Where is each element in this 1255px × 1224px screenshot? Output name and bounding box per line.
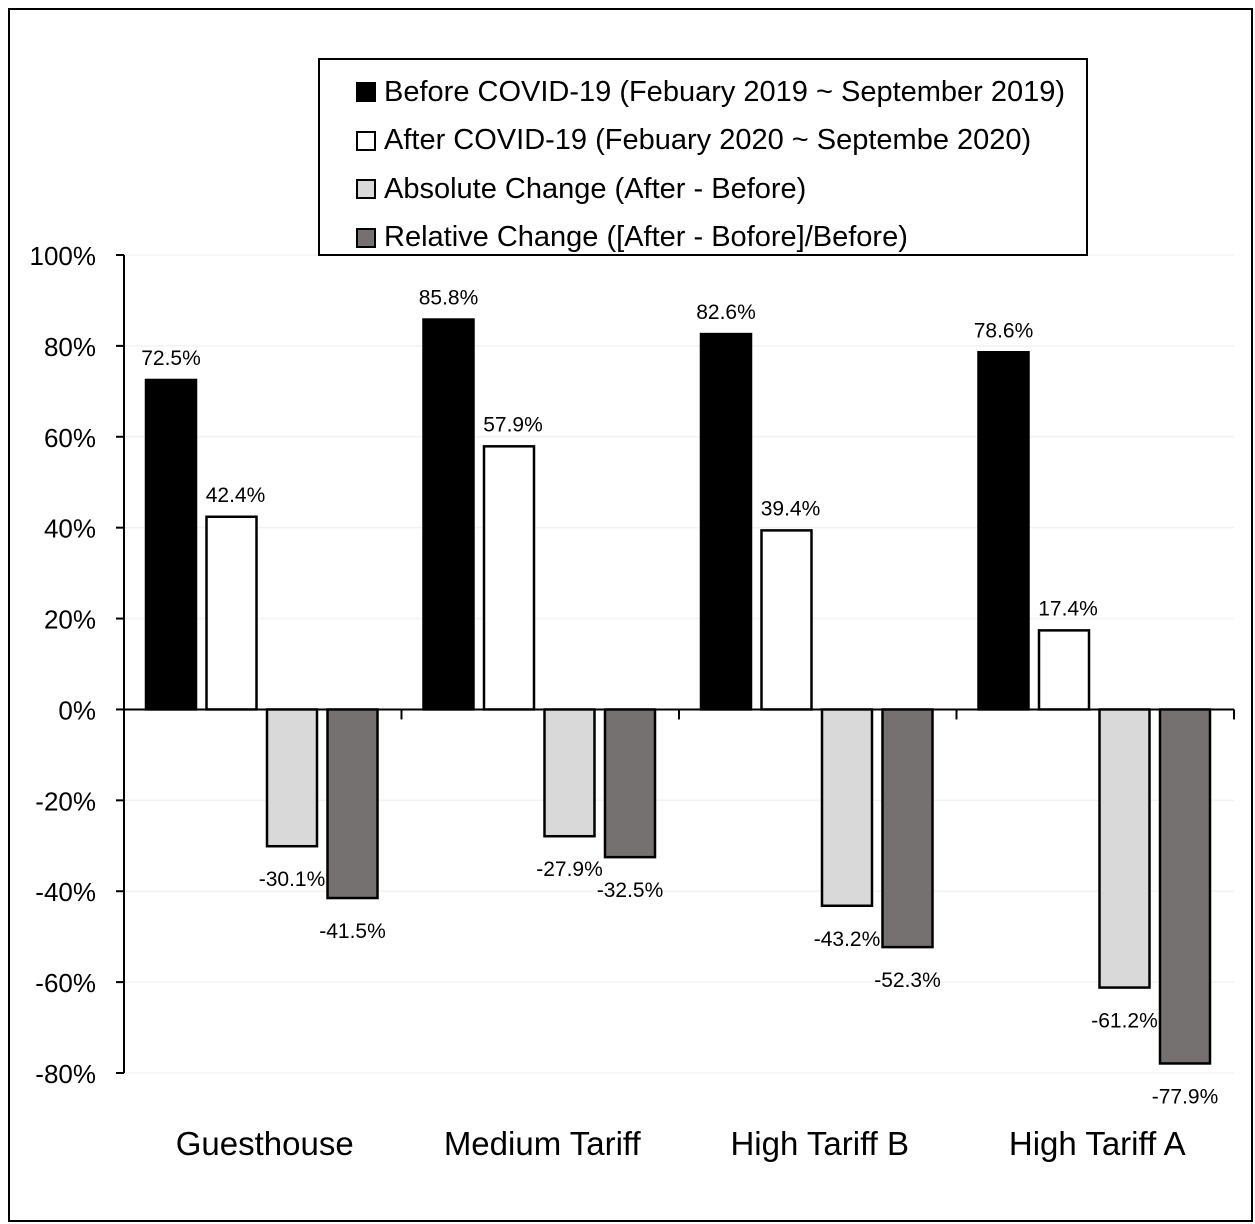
bar xyxy=(326,708,379,900)
data-label: -52.3% xyxy=(874,969,941,992)
bar xyxy=(1158,708,1212,1065)
chart-frame: 100% 80% 60% 40% 20% 0% -20% -40% -60% -80% 72.5% 4… xyxy=(8,8,1253,1222)
bar xyxy=(820,708,874,908)
y-tick-label: -80% xyxy=(35,1059,96,1089)
data-label: -27.9% xyxy=(536,858,603,881)
bar xyxy=(422,318,475,711)
y-tick-label: -40% xyxy=(35,877,96,907)
legend-item-absolute-change: Absolute Change (After - Before) xyxy=(356,165,1086,214)
data-label: 39.4% xyxy=(761,497,821,520)
legend: Before COVID-19 (Febuary 2019 ~ Septembe… xyxy=(318,58,1088,256)
y-tick-label: 80% xyxy=(44,332,96,362)
legend-item-relative-change: Relative Change ([After - Bofore]/Before… xyxy=(356,214,1086,263)
legend-swatch-relative-change xyxy=(356,227,376,248)
bar xyxy=(881,708,934,949)
legend-item-before: Before COVID-19 (Febuary 2019 ~ Septembe… xyxy=(356,68,1086,117)
x-category-label: High Tariff B xyxy=(730,1125,909,1162)
data-label: -41.5% xyxy=(319,920,386,943)
bar xyxy=(543,708,596,838)
bar xyxy=(265,708,319,848)
legend-swatch-after xyxy=(356,130,376,151)
data-label: 42.4% xyxy=(206,484,266,507)
y-tick-label: 20% xyxy=(44,605,96,635)
data-label: -32.5% xyxy=(597,879,664,902)
legend-label-absolute-change: Absolute Change (After - Before) xyxy=(384,172,807,205)
bar xyxy=(760,529,813,711)
x-category-label: High Tariff A xyxy=(1009,1125,1186,1162)
y-tick-label: -20% xyxy=(35,786,96,816)
data-label: 17.4% xyxy=(1038,597,1098,620)
data-label: 82.6% xyxy=(696,301,756,324)
data-label: -77.9% xyxy=(1152,1085,1219,1108)
y-tick-label: 0% xyxy=(58,695,96,725)
legend-label-after: After COVID-19 (Febuary 2020 ~ Septembe … xyxy=(384,124,1032,157)
y-tick-label: 40% xyxy=(44,514,96,544)
bar xyxy=(603,708,657,859)
bar xyxy=(699,332,753,711)
bar xyxy=(482,445,536,711)
x-category-label: Medium Tariff xyxy=(444,1125,642,1162)
bar-chart: 100% 80% 60% 40% 20% 0% -20% -40% -60% -80% 72.5% 4… xyxy=(30,241,1235,1162)
legend-item-after: After COVID-19 (Febuary 2020 ~ Septembe … xyxy=(356,117,1086,166)
bar xyxy=(205,515,258,711)
data-label: 85.8% xyxy=(419,287,479,310)
bar xyxy=(1098,708,1151,989)
data-label: 78.6% xyxy=(974,319,1034,342)
data-label: 57.9% xyxy=(483,413,543,436)
x-category-label: Guesthouse xyxy=(176,1125,354,1162)
legend-label-relative-change: Relative Change ([After - Bofore]/Before… xyxy=(384,221,908,254)
y-tick-label: 60% xyxy=(44,423,96,453)
bar xyxy=(144,378,198,711)
legend-swatch-absolute-change xyxy=(356,179,376,200)
y-tick-label: -60% xyxy=(35,968,96,998)
data-label: -43.2% xyxy=(814,928,881,951)
legend-swatch-before xyxy=(356,82,376,103)
y-tick-label: 100% xyxy=(30,241,97,271)
data-label: -61.2% xyxy=(1091,1010,1158,1033)
data-label: -30.1% xyxy=(259,868,326,891)
bar xyxy=(1037,629,1091,711)
bar xyxy=(977,351,1030,711)
legend-label-before: Before COVID-19 (Febuary 2019 ~ Septembe… xyxy=(384,75,1066,108)
data-label: 72.5% xyxy=(141,347,201,370)
